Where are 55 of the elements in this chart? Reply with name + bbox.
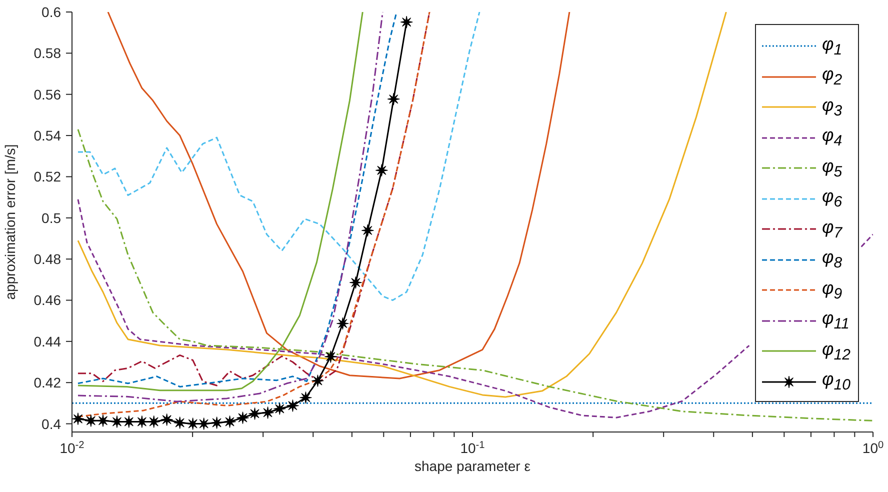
legend-label: φ$_{9}$ [822, 278, 842, 303]
y-tick-label: 0.56 [34, 86, 62, 102]
x-tick-label: 10$^{0}$ [862, 440, 884, 456]
point [361, 224, 374, 237]
point [223, 415, 236, 428]
x-axis-title: shape parameter ε [414, 458, 532, 474]
y-tick-label: 0.48 [34, 251, 62, 268]
point [110, 415, 124, 428]
x-tick-label: 10$^{-2}$ [60, 440, 85, 456]
point [96, 414, 110, 427]
point [122, 415, 136, 428]
y-tick-label: 0.5 [42, 210, 62, 226]
legend-label: φ$_{6}$ [822, 186, 842, 212]
point [299, 391, 312, 404]
point [72, 412, 84, 426]
legend-label: φ$_{2}$ [822, 64, 842, 90]
y-tick-label: 0.46 [34, 292, 62, 308]
point [84, 414, 98, 427]
y-axis-title: approximation error [m/s] [2, 144, 18, 300]
point [198, 417, 210, 430]
point [286, 399, 300, 412]
y-tick-label: 0.58 [34, 45, 62, 62]
point [375, 164, 388, 177]
point [273, 402, 286, 416]
legend-label: φ$_{12}$ [822, 338, 850, 364]
point [324, 350, 337, 363]
legend-label: φ$_{8}$ [822, 247, 842, 272]
y-tick-label: 0.44 [34, 333, 62, 350]
point [311, 374, 324, 388]
legend-label: φ$_{7}$ [822, 216, 842, 242]
x-tick-label: 10$^{-1}$ [460, 440, 486, 456]
y-tick-label: 0.52 [34, 168, 62, 185]
point [186, 417, 200, 430]
y-tick-label: 0.54 [34, 128, 62, 144]
point [261, 406, 274, 419]
point [210, 416, 224, 430]
point [400, 16, 413, 28]
point [136, 415, 148, 428]
point [148, 415, 160, 428]
legend-label: φ$_{1}$ [822, 34, 842, 59]
legend-label: φ$_{11}$ [822, 308, 850, 334]
point [349, 276, 362, 289]
legend-label: φ$_{4}$ [822, 125, 842, 150]
y-tick-label: 0.42 [34, 374, 62, 391]
point [236, 411, 250, 424]
legend-label: φ$_{10}$ [822, 369, 850, 394]
legend-label: φ$_{5}$ [822, 156, 842, 181]
point [174, 416, 186, 430]
point [248, 407, 262, 420]
y-tick-label: 0.6 [42, 4, 62, 20]
y-tick-label: 0.4 [42, 416, 62, 432]
point [336, 317, 349, 330]
point [387, 92, 400, 106]
point [160, 413, 174, 426]
legend-label: φ$_{3}$ [822, 94, 842, 120]
